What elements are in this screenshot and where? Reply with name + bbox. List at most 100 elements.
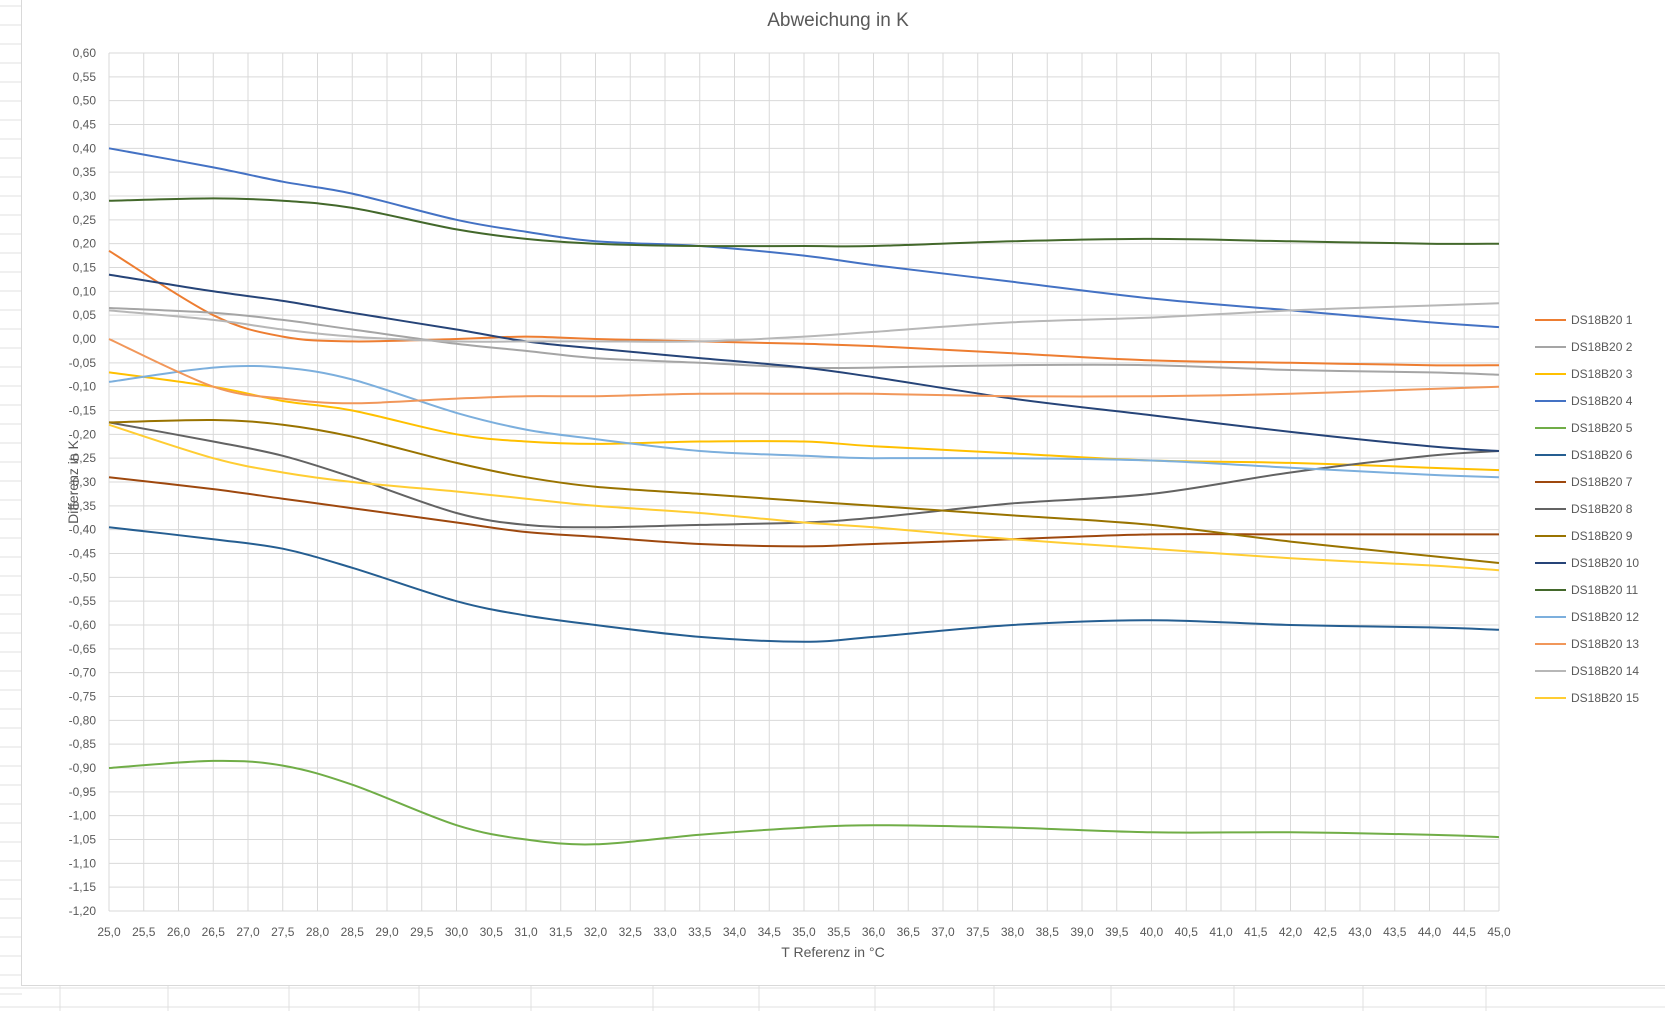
series-line[interactable] xyxy=(108,273,1500,452)
legend-label[interactable]: DS18B20 5 xyxy=(1571,421,1633,435)
x-tick-label: 26,5 xyxy=(202,925,226,939)
x-tick-label: 40,0 xyxy=(1140,925,1164,939)
x-tick-label: 30,0 xyxy=(445,925,469,939)
series-line[interactable] xyxy=(108,421,1500,529)
x-tick-label: 30,5 xyxy=(480,925,504,939)
y-tick-label: -0,55 xyxy=(69,594,97,608)
y-tick-label: -0,50 xyxy=(69,570,97,584)
series-line[interactable] xyxy=(108,418,1500,564)
x-tick-label: 35,5 xyxy=(827,925,851,939)
chart-area[interactable]: Abweichung in K -1,20 -1,15 -1,10 -1,05 -1,0… xyxy=(22,0,1665,985)
x-tick-label: 45,0 xyxy=(1487,925,1511,939)
y-tick-label: -0,85 xyxy=(69,737,97,751)
x-tick-label: 40,5 xyxy=(1175,925,1199,939)
y-tick-label: -0,10 xyxy=(69,380,97,394)
x-tick-label: 29,0 xyxy=(375,925,399,939)
legend-label[interactable]: DS18B20 6 xyxy=(1571,448,1633,462)
x-tick-label: 31,5 xyxy=(549,925,573,939)
plot-gridlines xyxy=(108,52,1500,912)
x-tick-label: 35,0 xyxy=(792,925,816,939)
x-tick-label: 37,0 xyxy=(931,925,955,939)
y-tick-label: -1,05 xyxy=(69,833,97,847)
legend-label[interactable]: DS18B20 1 xyxy=(1571,313,1633,327)
series-line[interactable] xyxy=(108,364,1500,479)
y-tick-label: -0,80 xyxy=(69,713,97,727)
y-tick-label: -0,70 xyxy=(69,666,97,680)
y-tick-label: 0,30 xyxy=(73,189,97,203)
y-tick-label: 0,45 xyxy=(73,118,97,132)
x-tick-label: 44,0 xyxy=(1418,925,1442,939)
x-tick-label: 25,5 xyxy=(132,925,156,939)
series-line[interactable] xyxy=(108,147,1500,329)
legend-label[interactable]: DS18B20 3 xyxy=(1571,367,1633,381)
x-tick-label: 25,0 xyxy=(97,925,121,939)
legend-label[interactable]: DS18B20 11 xyxy=(1571,583,1638,597)
x-tick-label: 26,0 xyxy=(167,925,191,939)
y-tick-label: -0,75 xyxy=(69,690,97,704)
y-tick-label: 0,60 xyxy=(73,46,97,60)
series-line[interactable] xyxy=(108,476,1499,548)
x-tick-label: 27,5 xyxy=(271,925,295,939)
legend-label[interactable]: DS18B20 8 xyxy=(1571,502,1633,516)
x-tick-label: 28,5 xyxy=(341,925,365,939)
x-tick-label: 32,5 xyxy=(619,925,643,939)
series-line[interactable] xyxy=(108,249,1500,367)
y-tick-label: 0,50 xyxy=(73,94,97,108)
legend-label[interactable]: DS18B20 4 xyxy=(1571,394,1633,408)
series-line[interactable] xyxy=(108,197,1500,248)
y-tick-label: -0,30 xyxy=(69,475,97,489)
x-axis-title: T Referenz in °C xyxy=(781,944,884,960)
y-tick-label: 0,25 xyxy=(73,213,97,227)
x-tick-label: 29,5 xyxy=(410,925,434,939)
x-tick-label: 43,0 xyxy=(1348,925,1372,939)
y-tick-label: -0,25 xyxy=(69,451,97,465)
series-line[interactable] xyxy=(108,423,1500,572)
line-chart: Abweichung in K -1,20 -1,15 -1,10 -1,05 -1,0… xyxy=(65,10,1639,960)
series-line[interactable] xyxy=(108,759,1500,846)
x-tick-label: 43,5 xyxy=(1383,925,1407,939)
legend-label[interactable]: DS18B20 7 xyxy=(1571,475,1633,489)
x-tick-label: 41,5 xyxy=(1244,925,1268,939)
x-tick-label: 39,5 xyxy=(1105,925,1129,939)
legend-label[interactable]: DS18B20 2 xyxy=(1571,340,1633,354)
x-tick-label: 41,0 xyxy=(1209,925,1233,939)
y-tick-label: -1,10 xyxy=(69,856,97,870)
y-tick-label: -0,40 xyxy=(69,523,97,537)
y-tick-label: 0,10 xyxy=(73,284,97,298)
x-tick-label: 39,0 xyxy=(1070,925,1094,939)
x-tick-label: 31,0 xyxy=(514,925,538,939)
legend-label[interactable]: DS18B20 14 xyxy=(1571,664,1639,678)
y-tick-label: 0,05 xyxy=(73,308,97,322)
y-axis-title: Differenz in K xyxy=(65,439,81,523)
x-tick-label: 36,5 xyxy=(897,925,921,939)
series-line[interactable] xyxy=(108,526,1500,643)
y-tick-label: 0,15 xyxy=(73,261,97,275)
y-tick-label: -1,20 xyxy=(69,904,97,918)
legend: DS18B20 1 DS18B20 2 DS18B20 3 DS18B20 4 DS18… xyxy=(1535,313,1639,705)
series-line[interactable] xyxy=(108,338,1500,405)
series-line[interactable] xyxy=(108,307,1500,376)
legend-label[interactable]: DS18B20 9 xyxy=(1571,529,1633,543)
y-tick-label: -1,15 xyxy=(69,880,97,894)
x-tick-label: 34,5 xyxy=(758,925,782,939)
series-line[interactable] xyxy=(108,302,1500,343)
y-tick-label: -0,20 xyxy=(69,427,97,441)
y-tick-label: 0,55 xyxy=(73,70,97,84)
x-tick-label: 28,0 xyxy=(306,925,330,939)
series-line[interactable] xyxy=(108,371,1500,472)
y-tick-label: -0,05 xyxy=(69,356,97,370)
legend-label[interactable]: DS18B20 12 xyxy=(1571,610,1639,624)
y-tick-label: -0,35 xyxy=(69,499,97,513)
legend-label[interactable]: DS18B20 10 xyxy=(1571,556,1639,570)
y-tick-label: 0,00 xyxy=(73,332,97,346)
x-tick-label: 33,5 xyxy=(688,925,712,939)
x-tick-label: 27,0 xyxy=(236,925,260,939)
x-tick-label: 36,0 xyxy=(862,925,886,939)
y-tick-label: -0,15 xyxy=(69,404,97,418)
y-tick-label: 0,20 xyxy=(73,237,97,251)
y-tick-label: -0,95 xyxy=(69,785,97,799)
y-tick-label: -0,60 xyxy=(69,618,97,632)
legend-label[interactable]: DS18B20 13 xyxy=(1571,637,1639,651)
legend-label[interactable]: DS18B20 15 xyxy=(1571,691,1639,705)
